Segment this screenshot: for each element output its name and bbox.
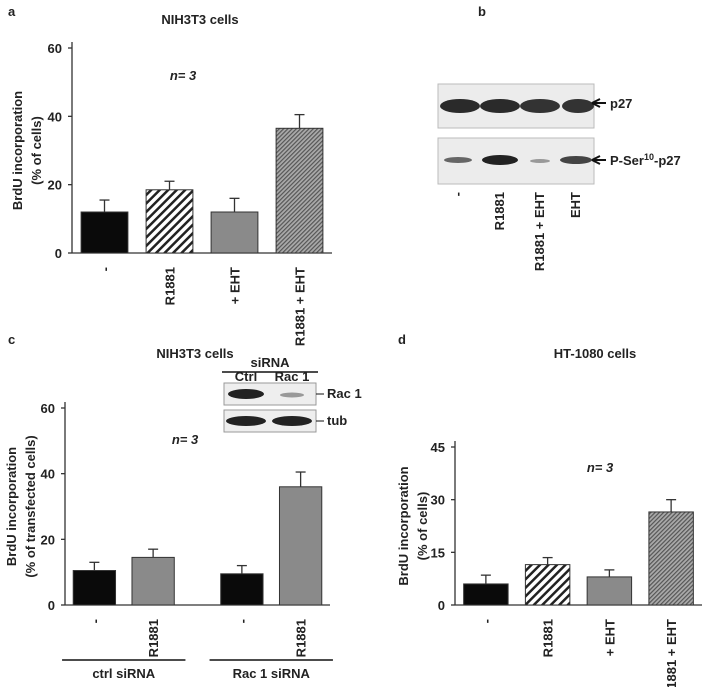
y-tick-label: 0 [438, 598, 445, 613]
inset-header: siRNA [250, 355, 290, 370]
x-tick-label: R1881 [294, 619, 309, 657]
inset-lane: Rac 1 [275, 369, 310, 384]
bar [278, 486, 323, 606]
bar [463, 583, 509, 606]
bar [72, 570, 117, 606]
y-axis-label: (% of cells) [415, 492, 430, 561]
blot [437, 83, 606, 185]
lane-label: EHT [568, 192, 583, 218]
chart-title: NIH3T3 cells [156, 346, 233, 361]
band-label-part: P-Ser [610, 153, 644, 168]
x-tick-label: R1881 [163, 267, 178, 305]
inset-blot [222, 371, 324, 433]
annotation: n= 3 [172, 432, 199, 447]
y-tick-label: 0 [48, 598, 55, 613]
bar [524, 564, 571, 606]
panel-label: c [8, 332, 15, 347]
inset-lane: Ctrl [235, 369, 257, 384]
panel-label: b [478, 4, 486, 19]
band-label: P-Ser10-p27 [610, 152, 681, 168]
y-axis-label: (% of cells) [29, 116, 44, 185]
y-tick-label: 30 [431, 493, 445, 508]
x-tick-label: R1881 [541, 619, 556, 657]
annotation: n= 3 [587, 460, 614, 475]
x-tick-label: R1881 + EHT [293, 267, 308, 346]
y-axis-label: BrdU incorporation [396, 466, 411, 585]
y-tick-label: 40 [48, 109, 62, 124]
bar [210, 211, 259, 254]
y-tick-label: 15 [431, 545, 445, 560]
chart-title: NIH3T3 cells [161, 12, 238, 27]
x-tick-label: + EHT [228, 267, 243, 304]
bar [131, 556, 175, 606]
x-tick-label: - [98, 267, 113, 271]
y-tick-label: 60 [41, 401, 55, 416]
y-tick-label: 20 [41, 532, 55, 547]
y-axis-label: (% of transfected cells) [23, 435, 38, 577]
annotation: n= 3 [170, 68, 197, 83]
y-tick-label: 45 [431, 440, 445, 455]
x-tick-label: + EHT [602, 619, 617, 656]
lane-label: R1881 + EHT [532, 192, 547, 271]
band-label-part: -p27 [654, 153, 681, 168]
x-tick-label: - [235, 619, 250, 623]
x-tick-label: R1881 + EHT [664, 619, 679, 687]
bar [586, 576, 633, 606]
inset-band-label: Rac 1 [327, 386, 362, 401]
y-tick-label: 20 [48, 178, 62, 193]
y-tick-label: 60 [48, 41, 62, 56]
bar [275, 127, 324, 254]
y-axis-label: BrdU incorporation [4, 447, 19, 566]
chart-title: HT-1080 cells [554, 346, 636, 361]
bar [220, 573, 264, 606]
band-label-sup: 10 [644, 152, 654, 162]
band-label: p27 [610, 96, 632, 111]
panel-label: a [8, 4, 16, 19]
x-tick-label: - [479, 619, 494, 623]
bar [145, 189, 194, 254]
inset-band-label: tub [327, 413, 347, 428]
panel-label: d [398, 332, 406, 347]
lane-label: R1881 [492, 192, 507, 230]
group-label: ctrl siRNA [92, 666, 155, 681]
group-label: Rac 1 siRNA [233, 666, 311, 681]
lane-label: - [450, 192, 465, 196]
x-tick-label: R1881 [146, 619, 161, 657]
x-tick-label: - [87, 619, 102, 623]
y-tick-label: 0 [55, 246, 62, 261]
bar [648, 511, 694, 606]
bar [80, 211, 129, 254]
y-tick-label: 40 [41, 467, 55, 482]
y-axis-label: BrdU incorporation [10, 91, 25, 210]
